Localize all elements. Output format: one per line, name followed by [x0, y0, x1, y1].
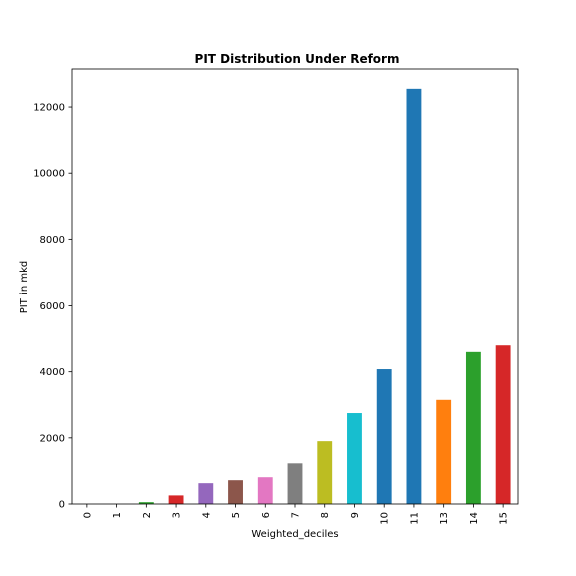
y-tick-label: 6000 [40, 301, 65, 312]
bar-11 [406, 88, 422, 505]
bar-10 [376, 369, 392, 504]
x-tick-label: 14 [469, 512, 480, 525]
x-tick-label: 4 [201, 512, 212, 518]
bars-group [138, 88, 511, 505]
y-tick-label: 10000 [33, 169, 65, 180]
x-tick-label: 10 [380, 512, 391, 525]
x-tick-label: 7 [291, 512, 302, 518]
x-tick-label: 11 [409, 512, 420, 525]
x-tick-label: 5 [231, 512, 242, 518]
x-tick-label: 3 [172, 512, 183, 518]
x-tick-label: 13 [439, 512, 450, 525]
x-axis-label: Weighted_deciles [251, 529, 338, 540]
bar-15 [495, 345, 511, 504]
x-tick-label: 0 [82, 512, 93, 518]
plot-frame [71, 68, 519, 505]
x-axis-ticks: 0 1 2 3 4 5 6 7 8 9 10 11 13 14 15 [82, 504, 510, 525]
y-tick-label: 8000 [40, 235, 65, 246]
x-tick-label: 8 [320, 512, 331, 518]
y-tick-label: 0 [59, 500, 65, 511]
bar-4 [198, 483, 214, 504]
bar-2 [138, 502, 154, 504]
x-tick-label: 6 [261, 512, 272, 518]
bar-3 [168, 495, 184, 504]
y-axis-ticks: 0 2000 4000 6000 8000 10000 12000 [33, 103, 72, 511]
y-tick-label: 4000 [40, 367, 65, 378]
bar-5 [228, 480, 243, 504]
bar-7 [287, 463, 303, 504]
y-axis-label: PIT in mkd [19, 261, 30, 313]
chart-title: PIT Distribution Under Reform [195, 52, 400, 66]
bar-8 [317, 441, 333, 504]
bar-9 [347, 413, 362, 504]
x-tick-label: 1 [112, 512, 123, 518]
bar-6 [257, 477, 273, 504]
x-tick-label: 2 [142, 512, 153, 518]
bar-14 [465, 351, 481, 504]
y-tick-label: 12000 [33, 103, 65, 114]
y-tick-label: 2000 [40, 433, 65, 444]
x-tick-label: 9 [350, 512, 361, 518]
bar-13 [436, 399, 452, 504]
x-tick-label: 15 [499, 512, 510, 525]
